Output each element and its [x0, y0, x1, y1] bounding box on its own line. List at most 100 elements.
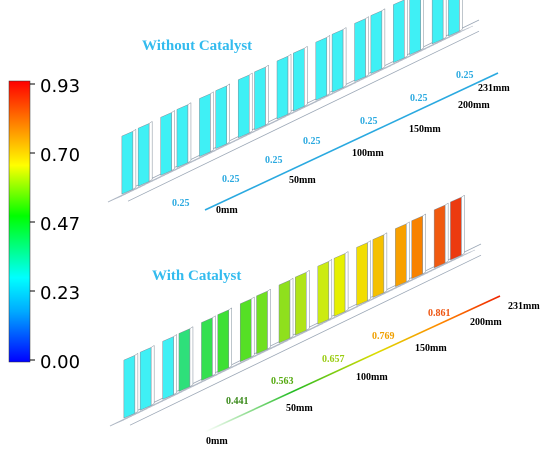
fin-edge [187, 102, 192, 164]
grid-channel [460, 249, 476, 257]
colorbar: 0.93 0.70 0.47 0.23 0.00 [8, 76, 80, 373]
panel-with-catalyst: With Catalyst 0mm 50mm 100mm 150mm 200mm… [109, 194, 540, 447]
value-label: 0.25 [172, 198, 190, 209]
colorbar-gradient [8, 80, 31, 363]
fin [317, 261, 330, 325]
fin [160, 112, 172, 176]
fin-edge [212, 315, 216, 377]
fin [199, 93, 211, 157]
fin [215, 85, 227, 150]
fin [315, 37, 328, 101]
channel-grid [109, 243, 482, 427]
fin-edge [344, 251, 349, 312]
fin [178, 328, 191, 392]
distance-label: 200mm [470, 317, 502, 328]
distance-label: 150mm [415, 343, 447, 354]
distance-label: 150mm [409, 124, 441, 135]
value-label: 0.769 [372, 331, 395, 342]
panel-title: Without Catalyst [142, 38, 252, 54]
value-label: 0.861 [428, 308, 451, 319]
fin [176, 104, 189, 168]
fin-edge [383, 232, 388, 294]
fin-edge [342, 27, 347, 88]
fin-edge [304, 45, 308, 107]
fin-edge [328, 258, 333, 320]
fin-edge [420, 0, 424, 51]
fin [356, 242, 368, 306]
fin-edge [287, 53, 292, 115]
fin-edge [250, 296, 255, 358]
fin [276, 55, 289, 120]
value-label: 0.25 [456, 70, 474, 81]
fin-edge [267, 288, 271, 350]
fin-edge [367, 240, 371, 302]
distance-label: 50mm [289, 175, 316, 186]
fin-array [121, 0, 463, 195]
fin-edge [189, 326, 194, 388]
fin-edge [265, 64, 269, 126]
fin-edge [228, 307, 232, 369]
fin-edge [132, 128, 137, 190]
colorbar-ticks [30, 83, 35, 361]
panel-title: With Catalyst [152, 268, 241, 284]
distance-axis [204, 72, 499, 211]
fin [201, 317, 213, 381]
fin-edge [306, 269, 310, 331]
value-label: 0.25 [265, 155, 283, 166]
fin [409, 0, 421, 56]
fin [162, 336, 174, 400]
distance-label: 200mm [458, 100, 490, 111]
fin [411, 215, 423, 280]
fin-edge [289, 277, 294, 339]
fin [293, 47, 305, 112]
fin-edge [461, 194, 465, 256]
fin-edge [442, 0, 447, 40]
colorbar-tick-label: 0.93 [40, 76, 80, 97]
value-label: 0.25 [303, 136, 321, 147]
fin-edge [134, 352, 139, 414]
value-label: 0.25 [410, 93, 428, 104]
colorbar-tick-label: 0.70 [40, 145, 80, 166]
distance-label: 100mm [352, 148, 384, 159]
fin-edge [365, 16, 369, 78]
fin [254, 66, 266, 131]
fin [433, 204, 446, 269]
fin-edge [148, 120, 153, 182]
fin [370, 10, 383, 74]
fin [256, 290, 268, 355]
distance-label: 0mm [206, 436, 228, 447]
fin-edge [226, 83, 230, 145]
value-label: 0.441 [226, 396, 249, 407]
value-label: 0.657 [322, 354, 345, 365]
fin [331, 29, 344, 93]
fin [278, 279, 291, 344]
fin [295, 271, 307, 336]
fin-edge [326, 34, 331, 96]
fin [139, 347, 152, 411]
distance-label: 231mm [508, 301, 540, 312]
fin [333, 253, 346, 317]
distance-label: 231mm [478, 83, 510, 94]
fin [393, 0, 405, 64]
fin-edge [404, 0, 408, 59]
fin-edge [210, 91, 214, 153]
grid-rail [129, 254, 482, 426]
fin-edge [422, 213, 426, 275]
fin [372, 234, 385, 298]
fin [450, 196, 462, 261]
colorbar-tick-label: 0.23 [40, 283, 80, 304]
distance-axis [204, 295, 501, 433]
fin-edge [459, 0, 463, 32]
fin [448, 0, 460, 37]
colorbar-tick-label: 0.47 [40, 214, 80, 235]
fin-edge [173, 334, 177, 396]
value-label: 0.563 [271, 376, 294, 387]
fin [217, 309, 229, 374]
grid-rail [127, 30, 480, 202]
panel-without-catalyst: Without Catalyst 0mm 50mm 100mm 150mm 20… [107, 0, 510, 216]
distance-label: 100mm [356, 372, 388, 383]
colorbar-tick-label: 0.00 [40, 352, 80, 373]
distance-label: 50mm [286, 403, 313, 414]
fin [123, 354, 136, 419]
